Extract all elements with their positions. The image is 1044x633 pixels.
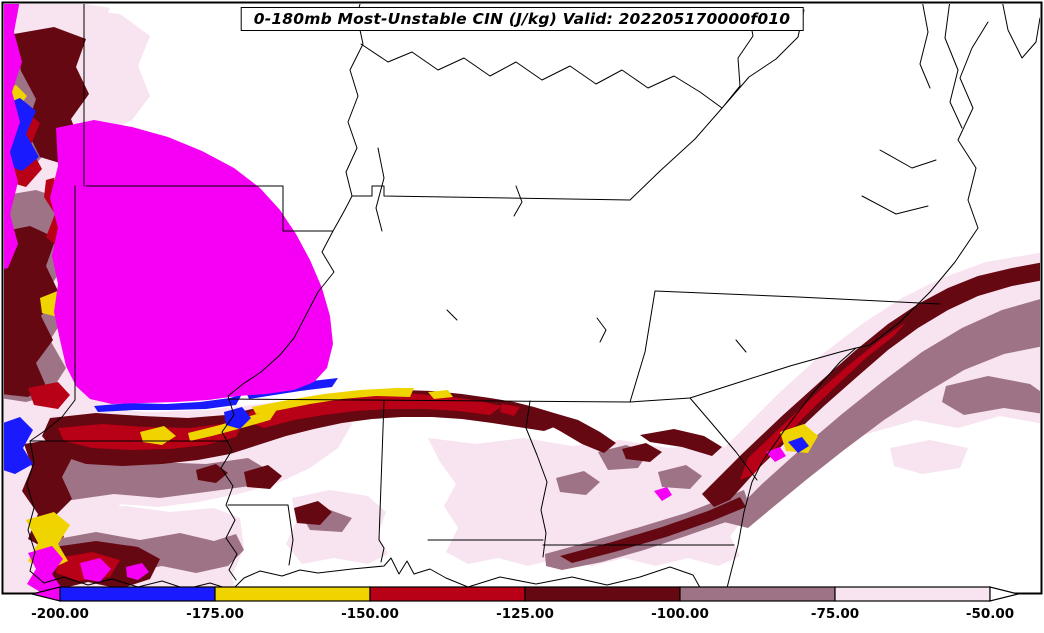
- contour-pink: [890, 440, 968, 474]
- contour-yellow: [428, 390, 453, 399]
- river-mississippi-lower: [220, 230, 335, 581]
- colorbar-tick-label: -200.00: [31, 606, 89, 622]
- contour-blue: [94, 394, 242, 412]
- border-mississippi-alabama: [378, 400, 385, 563]
- map-plot: [1, 1, 1043, 595]
- contour-maroon: [545, 413, 722, 462]
- border-louisiana-mississippi: [227, 504, 294, 566]
- contour-maroon: [4, 226, 59, 397]
- contour-blue: [788, 437, 809, 453]
- border-georgia-southcarolina: [689, 397, 758, 481]
- colorbar-tick-label: -175.00: [186, 606, 244, 622]
- contour-maroon: [196, 464, 332, 525]
- border-virginia-northcarolina: [654, 290, 941, 305]
- plot-title: 0-180mb Most-Unstable CIN (J/kg) Valid: …: [240, 7, 804, 31]
- colorbar-segment-0: [59, 586, 216, 602]
- border-kentucky-tennessee: [351, 185, 631, 201]
- border-florida-north: [427, 539, 735, 546]
- colorbar-segment-4: [679, 586, 836, 602]
- contour-maroon: [702, 262, 1040, 507]
- colorbar-segment-3: [524, 586, 681, 602]
- border-kentucky-virginia: [629, 9, 805, 201]
- river-mississippi-upper: [332, 4, 364, 232]
- colorbar-tick-label: -100.00: [651, 606, 709, 622]
- colorbar: -200.00 -175.00 -150.00 -125.00 -100.00 -75.0…: [31, 586, 1019, 622]
- contour-magenta: [654, 447, 786, 501]
- border-tennessee-northcarolina: [629, 290, 656, 403]
- contour-mauve: [724, 299, 1040, 528]
- contour-blue: [4, 417, 33, 474]
- contour-yellow: [140, 426, 176, 445]
- colorbar-left-arrow: [31, 586, 61, 602]
- contour-blue: [224, 407, 251, 429]
- contour-magenta: [4, 4, 22, 269]
- colorbar-segment-2: [369, 586, 526, 602]
- border-arkansas-west-louisiana: [26, 185, 229, 572]
- contour-maroon: [560, 497, 746, 563]
- colorbar-segment-5: [834, 586, 991, 602]
- contour-red: [740, 322, 906, 480]
- colorbar-tick-label: -125.00: [496, 606, 554, 622]
- border-tennessee-south: [227, 398, 631, 403]
- contour-yellow: [252, 388, 414, 414]
- chesapeake-rivers: [861, 4, 1040, 215]
- contour-mauve: [942, 376, 1040, 415]
- border-alabama-georgia: [525, 400, 548, 558]
- border-northcarolina-south: [629, 347, 857, 403]
- colorbar-tick-label: -150.00: [341, 606, 399, 622]
- colorbar-tick-label: -50.00: [966, 606, 1014, 622]
- contour-pink: [662, 252, 1040, 548]
- colorbar-tick-label: -75.00: [811, 606, 859, 622]
- border-missouri-arkansas: [85, 185, 334, 232]
- colorbar-segment-1: [214, 586, 371, 602]
- contour-magenta: [27, 546, 149, 593]
- small-rivers: [375, 147, 747, 353]
- contour-red: [500, 404, 520, 416]
- river-ohio: [360, 43, 723, 109]
- contour-magenta: [50, 120, 333, 404]
- cin-contours: [4, 4, 1040, 593]
- contour-mauve: [556, 445, 702, 495]
- colorbar-right-arrow: [989, 586, 1019, 602]
